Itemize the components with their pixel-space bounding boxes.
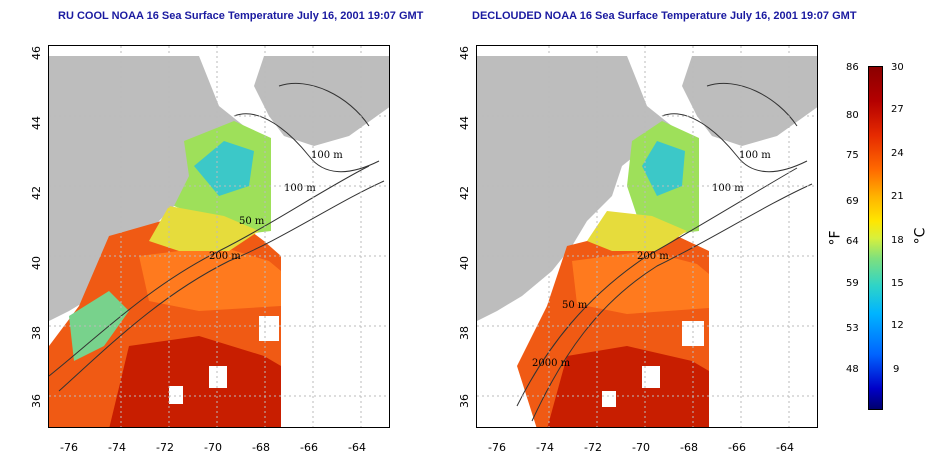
contour-label: 100 m bbox=[311, 150, 343, 161]
cloud-patch bbox=[642, 366, 660, 388]
land-mass bbox=[477, 56, 672, 321]
lat-tick-label: 42 bbox=[458, 186, 471, 200]
celsius-tick-label: 24 bbox=[891, 148, 904, 159]
celsius-unit-label: °C bbox=[912, 227, 929, 245]
cloud-patch bbox=[209, 366, 227, 388]
lon-tick-label: -66 bbox=[300, 441, 318, 454]
celsius-tick-label: 15 bbox=[891, 278, 904, 289]
right-sst-map: 100 m 100 m 200 m 50 m 2000 m bbox=[476, 45, 818, 428]
lat-tick-label: 40 bbox=[458, 256, 471, 270]
lon-tick-label: -70 bbox=[632, 441, 650, 454]
lat-tick-label: 46 bbox=[30, 46, 43, 60]
sst-orange-band bbox=[139, 246, 281, 311]
nova-scotia-land bbox=[254, 56, 389, 146]
fahrenheit-tick-label: 86 bbox=[846, 62, 859, 73]
lon-tick-label: -74 bbox=[108, 441, 126, 454]
left-map-canvas: 100 m 100 m 50 m 200 m bbox=[49, 46, 389, 427]
sst-yellow-band bbox=[587, 211, 687, 251]
fahrenheit-tick-label: 80 bbox=[846, 110, 859, 121]
lon-tick-label: -64 bbox=[776, 441, 794, 454]
right-map-canvas: 100 m 100 m 200 m 50 m 2000 m bbox=[477, 46, 817, 427]
land-mass bbox=[49, 56, 244, 321]
right-map-title: DECLOUDED NOAA 16 Sea Surface Temperatur… bbox=[472, 10, 857, 22]
fahrenheit-unit-label: °F bbox=[827, 230, 844, 246]
lat-tick-label: 44 bbox=[30, 116, 43, 130]
bathymetry-contour bbox=[278, 82, 370, 127]
lon-tick-label: -72 bbox=[156, 441, 174, 454]
bathymetry-contour bbox=[661, 113, 808, 173]
lon-tick-label: -70 bbox=[204, 441, 222, 454]
cloud-patch bbox=[259, 316, 279, 341]
sst-orange-band bbox=[572, 251, 709, 314]
celsius-tick-label: 12 bbox=[891, 320, 904, 331]
lon-tick-label: -76 bbox=[488, 441, 506, 454]
lon-tick-label: -72 bbox=[584, 441, 602, 454]
bathymetry-contour bbox=[233, 113, 380, 173]
sst-cold-patch bbox=[194, 141, 254, 196]
lat-tick-label: 42 bbox=[30, 186, 43, 200]
lat-tick-label: 46 bbox=[458, 46, 471, 60]
fahrenheit-tick-label: 64 bbox=[846, 236, 859, 247]
lat-tick-label: 40 bbox=[30, 256, 43, 270]
celsius-tick-label: 9 bbox=[893, 364, 900, 375]
temperature-colorbar bbox=[868, 66, 883, 410]
lon-tick-label: -68 bbox=[252, 441, 270, 454]
lon-tick-label: -76 bbox=[60, 441, 78, 454]
cloud-patch bbox=[682, 321, 704, 346]
lon-tick-label: -68 bbox=[680, 441, 698, 454]
lon-tick-label: -74 bbox=[536, 441, 554, 454]
contour-label: 2000 m bbox=[532, 358, 571, 369]
fahrenheit-tick-label: 69 bbox=[846, 196, 859, 207]
contour-label: 100 m bbox=[712, 183, 744, 194]
lat-tick-label: 38 bbox=[458, 326, 471, 340]
lat-tick-label: 36 bbox=[458, 394, 471, 408]
cloud-patch bbox=[169, 386, 183, 404]
contour-label: 100 m bbox=[284, 183, 316, 194]
celsius-tick-label: 27 bbox=[891, 104, 904, 115]
bathymetry-contour bbox=[706, 82, 798, 127]
lon-tick-label: -66 bbox=[728, 441, 746, 454]
lat-tick-label: 36 bbox=[30, 394, 43, 408]
celsius-tick-label: 30 bbox=[891, 62, 904, 73]
bathymetry-contour bbox=[531, 183, 813, 422]
contour-label: 100 m bbox=[739, 150, 771, 161]
lat-tick-label: 44 bbox=[458, 116, 471, 130]
fahrenheit-tick-label: 59 bbox=[846, 278, 859, 289]
sst-hot-region bbox=[547, 346, 709, 427]
contour-label: 50 m bbox=[239, 216, 265, 227]
bathymetry-contour bbox=[516, 167, 798, 407]
bathymetry-contour bbox=[58, 180, 385, 392]
cloud-patch bbox=[602, 391, 616, 407]
fahrenheit-tick-label: 75 bbox=[846, 150, 859, 161]
contour-label: 200 m bbox=[637, 251, 669, 262]
lon-tick-label: -64 bbox=[348, 441, 366, 454]
sst-yellow-band bbox=[149, 206, 259, 251]
sst-hot-region bbox=[109, 336, 281, 427]
contour-label: 200 m bbox=[209, 251, 241, 262]
nova-scotia-land bbox=[682, 56, 817, 146]
bathymetry-contour bbox=[49, 165, 370, 377]
contour-label: 50 m bbox=[562, 300, 588, 311]
celsius-tick-label: 18 bbox=[891, 235, 904, 246]
lat-tick-label: 38 bbox=[30, 326, 43, 340]
left-sst-map: 100 m 100 m 50 m 200 m bbox=[48, 45, 390, 428]
celsius-tick-label: 21 bbox=[891, 191, 904, 202]
fahrenheit-tick-label: 53 bbox=[846, 323, 859, 334]
sst-cold-patch bbox=[642, 141, 685, 196]
left-map-title: RU COOL NOAA 16 Sea Surface Temperature … bbox=[58, 10, 424, 22]
fahrenheit-tick-label: 48 bbox=[846, 364, 859, 375]
